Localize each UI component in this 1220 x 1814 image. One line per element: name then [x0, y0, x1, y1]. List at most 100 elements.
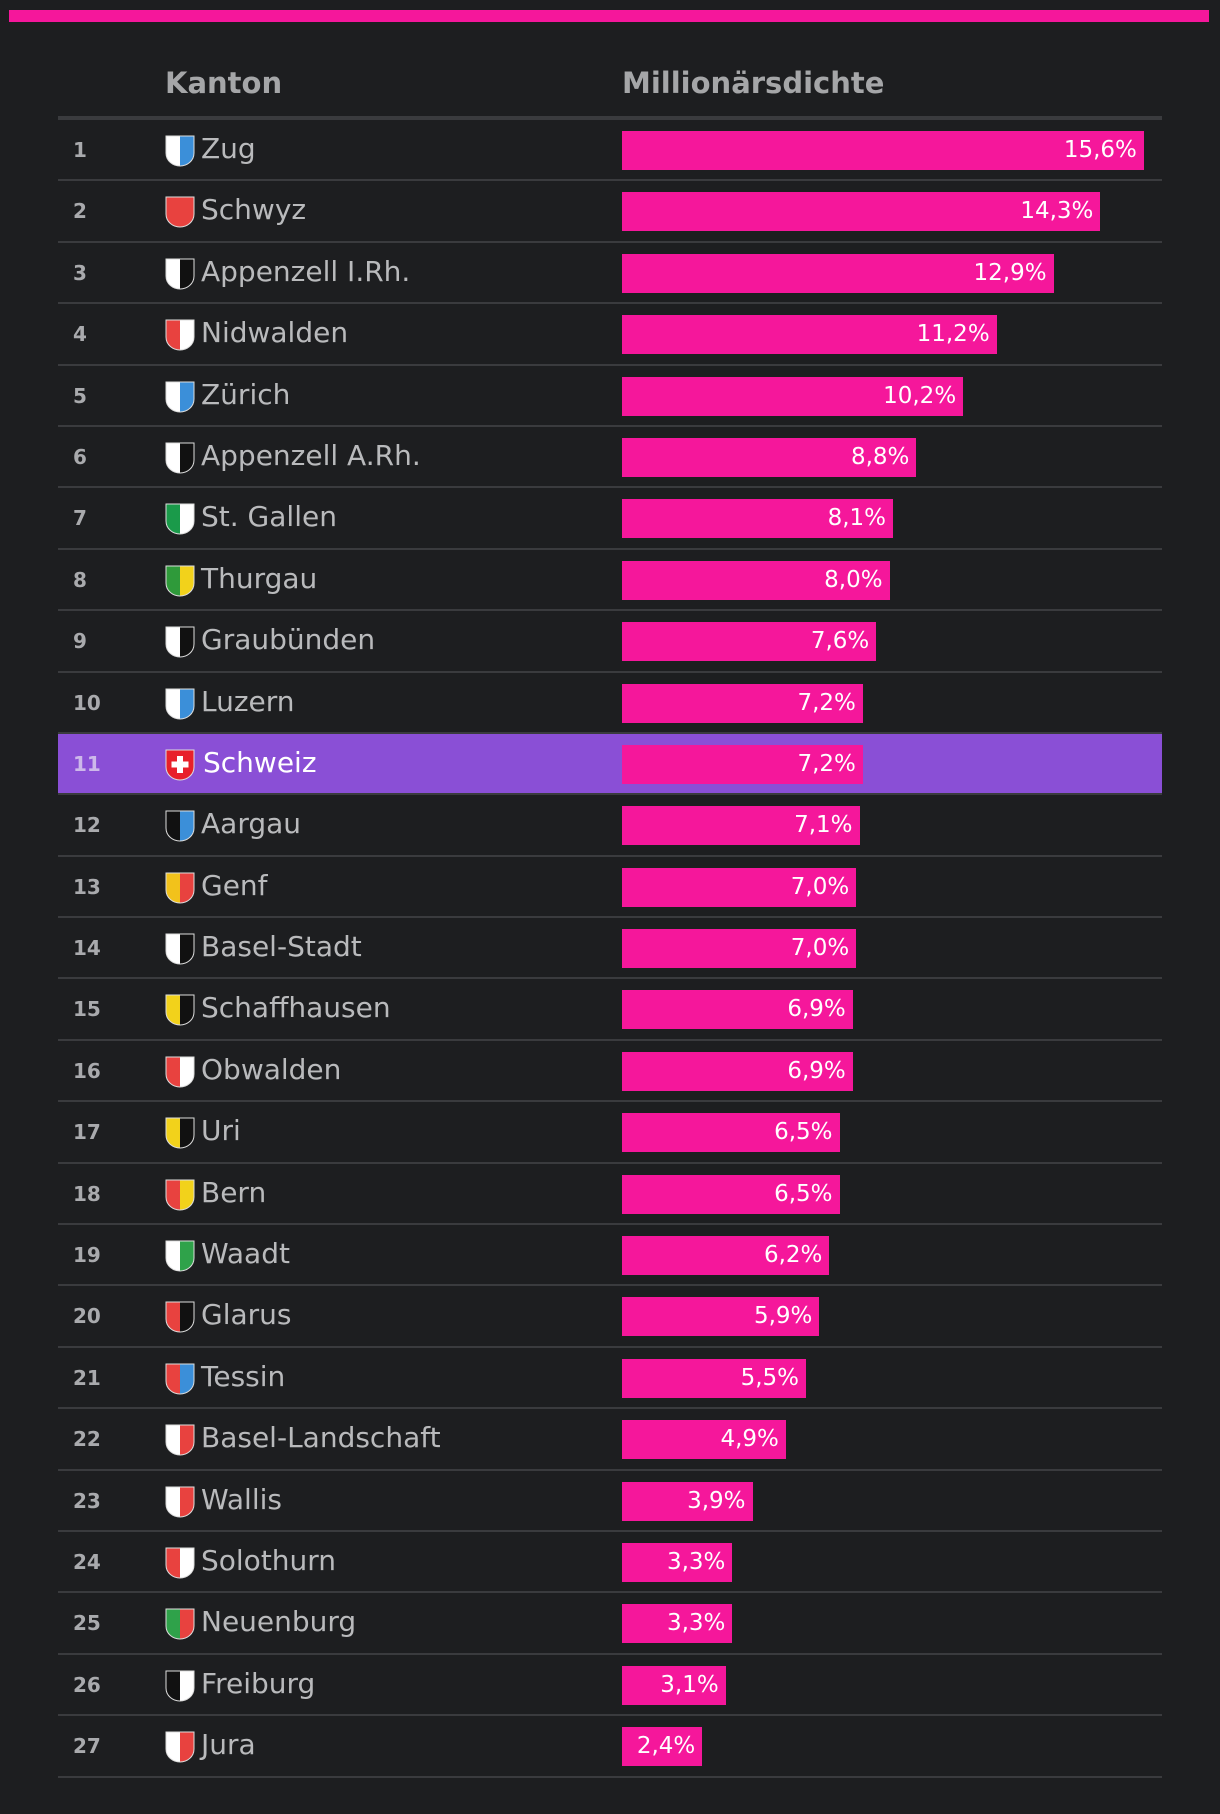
wallis-flag-icon — [165, 1486, 195, 1518]
freiburg-flag-icon — [165, 1670, 195, 1702]
table-row: 26 Freiburg 3,1% — [58, 1655, 1162, 1717]
bar: 7,0% — [622, 867, 857, 907]
graubuenden-flag-icon — [165, 626, 195, 658]
bar-value-label: 2,4% — [636, 1733, 696, 1760]
bar-value-label: 6,9% — [787, 1057, 846, 1084]
kanton-name: Basel-Landschaft — [201, 1421, 441, 1455]
zug-flag-icon — [165, 135, 195, 167]
bar-value-label: 3,9% — [687, 1487, 746, 1514]
table-row: 22 Basel-Landschaft 4,9% — [58, 1409, 1162, 1471]
table-row: 14 Basel-Stadt 7,0% — [58, 918, 1162, 980]
bar: 8,8% — [622, 437, 917, 477]
st-gallen-flag-icon — [165, 503, 195, 535]
appenzell-ir-flag-icon — [165, 258, 195, 290]
kanton-name: Waadt — [201, 1237, 290, 1271]
bar-value-label: 3,3% — [666, 1610, 726, 1637]
bar: 12,9% — [622, 253, 1054, 293]
genf-flag-icon — [165, 872, 195, 904]
rank-label: 15 — [73, 997, 101, 1022]
kanton-name: Schwyz — [201, 193, 307, 227]
bar: 8,0% — [622, 560, 890, 600]
ranking-table: Kanton Millionärsdichte 1 Zug 15,6% 2 Schwyz… — [58, 50, 1162, 1778]
rank-label: 13 — [73, 874, 101, 899]
bar: 3,1% — [622, 1665, 726, 1705]
bar: 7,1% — [622, 806, 860, 846]
obwalden-flag-icon — [165, 1056, 195, 1088]
bar-value-label: 6,2% — [763, 1242, 823, 1269]
kanton-name: Obwalden — [201, 1052, 342, 1086]
kanton-name: Jura — [201, 1728, 256, 1762]
kanton-name: Glarus — [201, 1298, 292, 1332]
kanton-name: Neuenburg — [201, 1605, 357, 1639]
glarus-flag-icon — [165, 1301, 195, 1333]
bar: 6,5% — [622, 1174, 840, 1214]
rank-label: 18 — [73, 1181, 101, 1206]
accent-top-bar — [9, 10, 1209, 22]
bar: 6,5% — [622, 1113, 840, 1153]
bar-value-label: 7,6% — [810, 628, 870, 655]
kanton-name: Zug — [201, 132, 256, 165]
neuenburg-flag-icon — [165, 1608, 195, 1640]
bar: 4,9% — [622, 1420, 786, 1460]
rank-label: 8 — [73, 567, 87, 592]
bern-flag-icon — [165, 1179, 195, 1211]
kanton-name: Aargau — [201, 807, 302, 841]
bar-value-label: 3,3% — [666, 1548, 726, 1575]
rank-label: 4 — [73, 322, 87, 347]
bar-value-label: 7,1% — [794, 812, 853, 839]
rank-label: 24 — [73, 1549, 101, 1574]
kanton-name: Schaffhausen — [201, 991, 391, 1025]
table-row: 13 Genf 7,0% — [58, 857, 1162, 919]
table-header: Kanton Millionärsdichte — [58, 50, 1162, 120]
bar-value-label: 7,0% — [790, 873, 850, 900]
rank-label: 5 — [73, 383, 87, 408]
kanton-name: Bern — [201, 1175, 267, 1209]
rank-label: 9 — [73, 629, 87, 654]
waadt-flag-icon — [165, 1240, 195, 1272]
kanton-name: Appenzell A.Rh. — [201, 438, 421, 472]
bar-value-label: 8,8% — [850, 443, 910, 470]
rank-label: 11 — [73, 751, 101, 776]
table-row: 20 Glarus 5,9% — [58, 1286, 1162, 1348]
bar-value-label: 7,2% — [797, 750, 856, 777]
rank-label: 10 — [73, 690, 101, 715]
kanton-name: St. Gallen — [201, 500, 337, 534]
basel-stadt-flag-icon — [165, 933, 195, 965]
kanton-name: Basel-Stadt — [201, 930, 362, 964]
schaffhausen-flag-icon — [165, 994, 195, 1026]
table-row: 24 Solothurn 3,3% — [58, 1532, 1162, 1594]
rank-label: 27 — [73, 1734, 101, 1759]
bar: 7,2% — [622, 744, 863, 784]
rank-label: 12 — [73, 813, 101, 838]
kanton-name: Graubünden — [201, 623, 376, 657]
bar-value-label: 7,2% — [797, 689, 856, 716]
kanton-name: Schweiz — [203, 745, 317, 779]
bar-value-label: 11,2% — [916, 321, 990, 348]
table-row: 21 Tessin 5,5% — [58, 1348, 1162, 1410]
kanton-name: Solothurn — [201, 1543, 337, 1577]
rank-label: 20 — [73, 1304, 101, 1329]
rank-label: 7 — [73, 506, 87, 531]
uri-flag-icon — [165, 1117, 195, 1149]
rank-label: 2 — [73, 199, 87, 224]
table-row: 1 Zug 15,6% — [58, 120, 1162, 182]
bar: 15,6% — [622, 131, 1144, 170]
table-row: 3 Appenzell I.Rh. 12,9% — [58, 243, 1162, 305]
table-row: 19 Waadt 6,2% — [58, 1225, 1162, 1287]
kanton-name: Zürich — [201, 377, 291, 411]
table-row: 11 Schweiz 7,2% — [58, 733, 1162, 796]
solothurn-flag-icon — [165, 1547, 195, 1579]
bar-value-label: 6,9% — [787, 996, 846, 1023]
kanton-name: Thurgau — [201, 561, 318, 595]
bar-value-label: 8,1% — [827, 505, 886, 532]
bar: 3,3% — [622, 1604, 733, 1644]
kanton-name: Appenzell I.Rh. — [201, 254, 411, 288]
bar: 7,2% — [622, 683, 863, 723]
bar: 14,3% — [622, 192, 1101, 232]
bar-value-label: 5,9% — [753, 1303, 813, 1330]
bar-value-label: 14,3% — [1020, 198, 1094, 225]
bar: 7,6% — [622, 622, 877, 662]
kanton-name: Genf — [201, 868, 268, 902]
table-row: 17 Uri 6,5% — [58, 1102, 1162, 1164]
